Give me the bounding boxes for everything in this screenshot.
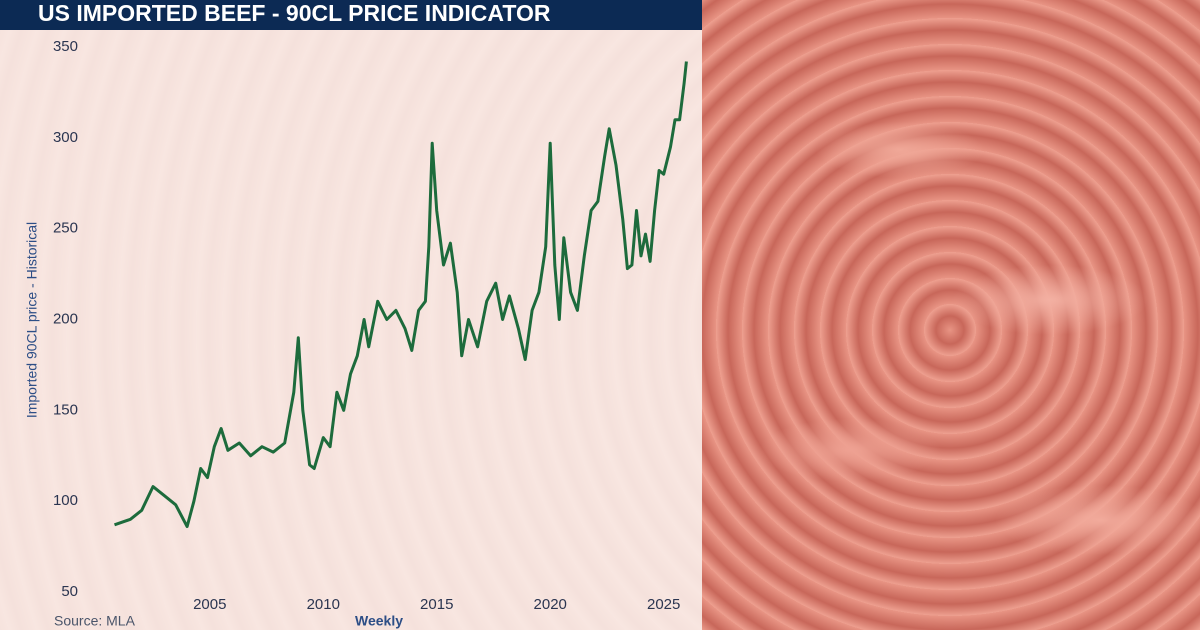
chart-title: US IMPORTED BEEF - 90CL PRICE INDICATOR: [38, 0, 551, 26]
x-tick-label: 2015: [420, 596, 453, 613]
y-tick-label: 50: [61, 583, 78, 600]
y-tick-label: 300: [53, 129, 78, 146]
source: Source: MLA: [54, 613, 136, 629]
y-tick-label: 100: [53, 492, 78, 509]
x-tick-label: 2020: [534, 596, 567, 613]
price-line: [114, 61, 688, 529]
frequency-note: Weekly: [355, 613, 403, 629]
title-bar: [0, 0, 702, 30]
x-tick-label: 2010: [307, 596, 340, 613]
y-axis-title: Imported 90CL price - Historical: [24, 222, 40, 418]
y-tick-label: 200: [53, 310, 78, 327]
y-tick-label: 250: [53, 220, 78, 237]
x-tick-label: 2025: [647, 596, 680, 613]
y-tick-label: 350: [53, 38, 78, 55]
x-tick-label: 2005: [193, 596, 226, 613]
y-tick-label: 150: [53, 401, 78, 418]
